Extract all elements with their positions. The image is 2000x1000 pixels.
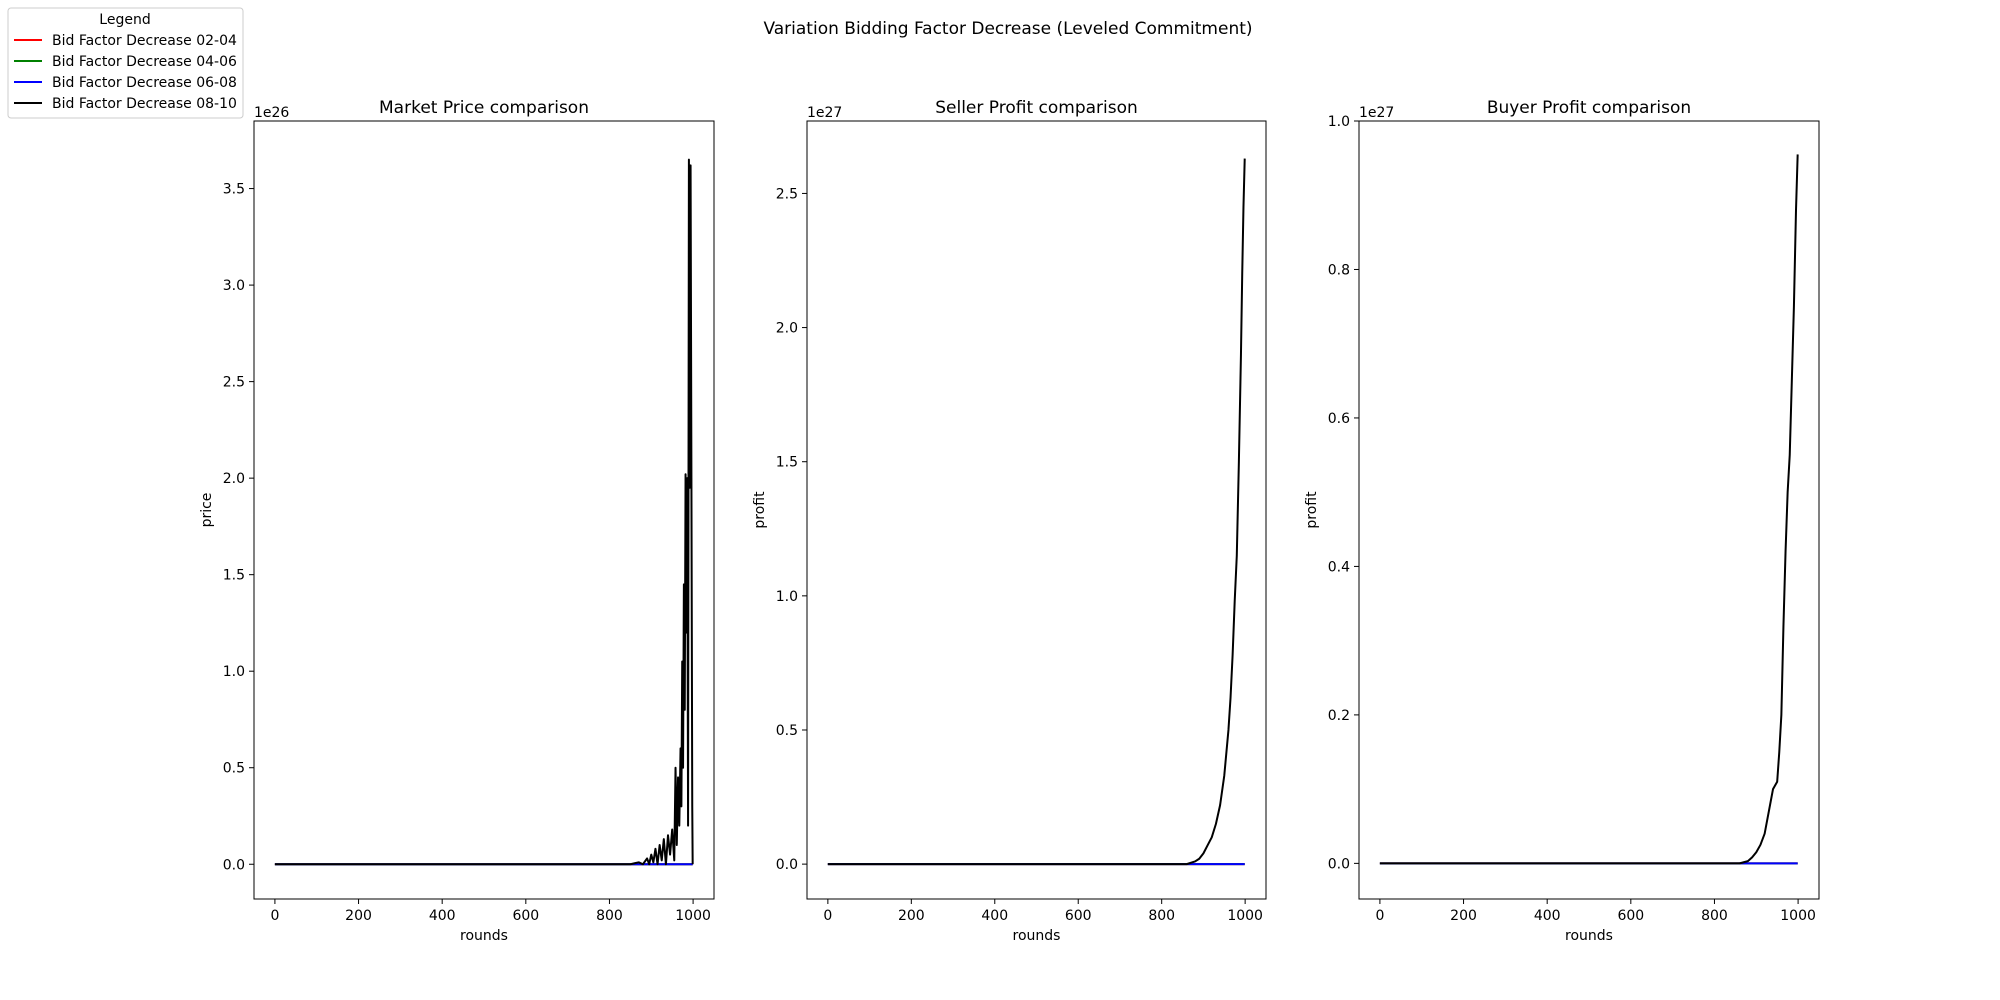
legend-entry-label: Bid Factor Decrease 02-04: [52, 33, 237, 49]
subplot-title: Seller Profit comparison: [935, 98, 1138, 118]
x-tick-label: 1000: [675, 908, 711, 924]
legend: Legend Bid Factor Decrease 02-04 Bid Fact…: [7, 7, 244, 119]
y-tick-label: 2.0: [776, 321, 798, 337]
x-tick-label: 800: [1148, 908, 1175, 924]
y-tick-label: 0.0: [776, 857, 798, 873]
series-line-4: [274, 158, 694, 866]
subplot-title: Buyer Profit comparison: [1487, 98, 1691, 118]
y-tick-label: 2.0: [223, 471, 245, 487]
y-tick-label: 3.0: [223, 278, 245, 294]
subplot-1: 0 200 400 600 800 1000 0.0 0.5 1.0 1.5 2.0 2.5 3.0 3.…: [199, 98, 715, 944]
y-offset-text: 1e26: [254, 105, 289, 121]
x-axis-label: rounds: [460, 928, 508, 944]
y-axis-label: price: [199, 493, 215, 528]
x-tick-label: 200: [345, 908, 372, 924]
x-tick-label: 200: [1450, 908, 1477, 924]
y-tick-label: 0.0: [1328, 856, 1350, 872]
legend-entry-label: Bid Factor Decrease 04-06: [52, 54, 237, 70]
x-tick-label: 400: [981, 908, 1008, 924]
x-tick-label: 800: [596, 908, 623, 924]
y-tick-label: 0.4: [1328, 559, 1350, 575]
plot-area: [827, 158, 1246, 866]
y-tick-label: 1.0: [1328, 114, 1350, 130]
y-axis-label: profit: [1304, 491, 1320, 529]
subplot-title: Market Price comparison: [379, 98, 589, 118]
series-line-4: [1379, 154, 1799, 865]
y-tick-label: 3.5: [223, 182, 245, 198]
y-axis-label: profit: [752, 491, 768, 529]
y-tick-label: 2.5: [776, 186, 798, 202]
x-tick-label: 0: [823, 908, 832, 924]
x-tick-label: 0: [270, 908, 279, 924]
x-tick-label: 400: [1534, 908, 1561, 924]
y-tick-label: 0.8: [1328, 262, 1350, 278]
y-tick-label: 2.5: [223, 375, 245, 391]
x-tick-label: 0: [1375, 908, 1384, 924]
y-tick-label: 0.5: [223, 761, 245, 777]
y-tick-label: 1.5: [776, 455, 798, 471]
legend-title: Legend: [99, 12, 150, 28]
x-tick-label: 400: [429, 908, 456, 924]
axes-frame: [806, 120, 1267, 900]
y-tick-label: 0.6: [1328, 411, 1350, 427]
figure-suptitle: Variation Bidding Factor Decrease (Level…: [763, 19, 1252, 39]
subplot-3: 0 200 400 600 800 1000 0.0 0.2 0.4 0.6 0.8 1.0 Buyer…: [1304, 98, 1820, 944]
legend-entry-label: Bid Factor Decrease 06-08: [52, 75, 237, 91]
y-tick-label: 0.2: [1328, 708, 1350, 724]
x-tick-label: 600: [512, 908, 539, 924]
y-tick-label: 1.5: [223, 568, 245, 584]
y-tick-label: 0.5: [776, 723, 798, 739]
x-axis-label: rounds: [1565, 928, 1613, 944]
x-axis-label: rounds: [1013, 928, 1061, 944]
y-tick-label: 1.0: [776, 589, 798, 605]
legend-box: [7, 7, 244, 119]
x-tick-label: 1000: [1780, 908, 1816, 924]
x-tick-label: 200: [898, 908, 925, 924]
legend-entry-label: Bid Factor Decrease 08-10: [52, 96, 237, 112]
y-tick-label: 0.0: [223, 857, 245, 873]
y-tick-label: 1.0: [223, 664, 245, 680]
plot-area: [274, 158, 694, 866]
x-tick-label: 600: [1617, 908, 1644, 924]
x-tick-label: 600: [1065, 908, 1092, 924]
series-line-4: [827, 158, 1246, 866]
y-offset-text: 1e27: [1359, 105, 1394, 121]
x-tick-label: 1000: [1227, 908, 1263, 924]
plot-area: [1379, 154, 1799, 865]
x-tick-label: 800: [1701, 908, 1728, 924]
y-offset-text: 1e27: [807, 105, 842, 121]
subplot-2: 0 200 400 600 800 1000 0.0 0.5 1.0 1.5 2.0 2.5 Selle…: [752, 98, 1267, 944]
axes-frame: [253, 120, 715, 900]
axes-frame: [1358, 120, 1820, 900]
